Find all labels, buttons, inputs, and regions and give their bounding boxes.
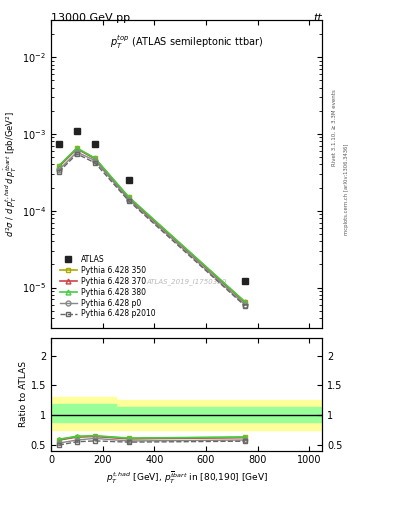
Text: tt: tt: [314, 13, 322, 23]
Text: Rivet 3.1.10, ≥ 3.3M events: Rivet 3.1.10, ≥ 3.3M events: [332, 90, 337, 166]
Text: 13000 GeV pp: 13000 GeV pp: [51, 13, 130, 23]
X-axis label: $p_T^{t,had}$ [GeV], $p_T^{\overline{t}bar{t}}$ in [80,190] [GeV]: $p_T^{t,had}$ [GeV], $p_T^{\overline{t}b…: [106, 470, 268, 486]
Text: mcplots.cern.ch [arXiv:1306.3436]: mcplots.cern.ch [arXiv:1306.3436]: [344, 144, 349, 235]
Text: $p_T^{top}$ (ATLAS semileptonic ttbar): $p_T^{top}$ (ATLAS semileptonic ttbar): [110, 33, 263, 51]
Y-axis label: Ratio to ATLAS: Ratio to ATLAS: [19, 361, 28, 427]
Y-axis label: $d^2\sigma$ / $d\,p_T^{t,had}\,d\,p_T^{\bar{t}bar{t}}$ [pb/GeV$^2$]: $d^2\sigma$ / $d\,p_T^{t,had}\,d\,p_T^{\…: [3, 111, 19, 237]
Legend: ATLAS, Pythia 6.428 350, Pythia 6.428 370, Pythia 6.428 380, Pythia 6.428 p0, Py: ATLAS, Pythia 6.428 350, Pythia 6.428 37…: [58, 252, 158, 321]
Text: ATLAS_2019_I1750330: ATLAS_2019_I1750330: [147, 278, 227, 285]
